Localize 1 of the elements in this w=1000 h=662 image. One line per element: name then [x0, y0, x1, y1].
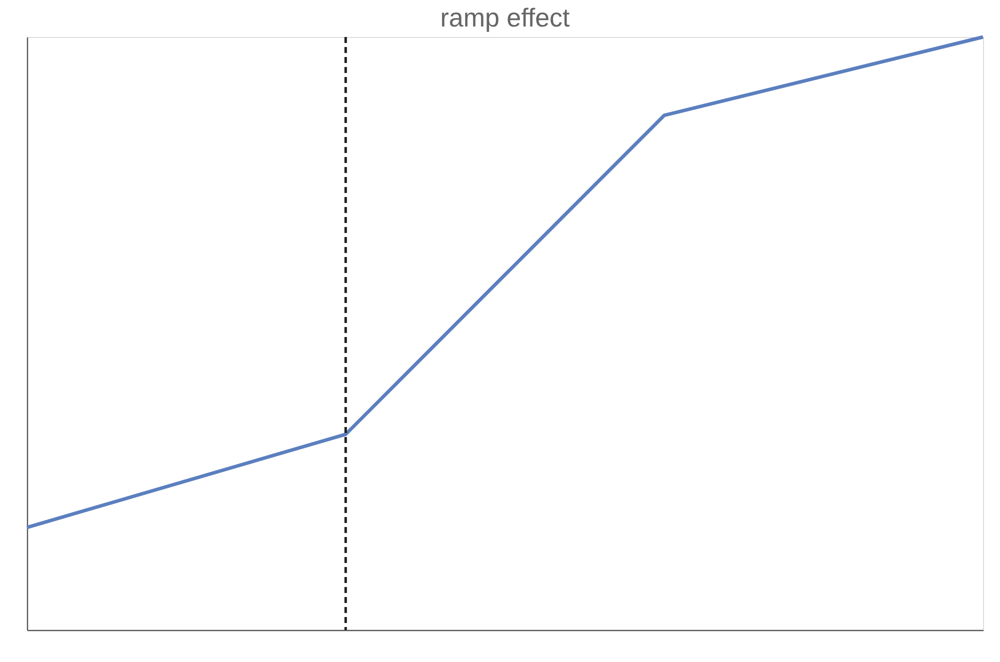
- chart-title: ramp effect: [440, 2, 571, 32]
